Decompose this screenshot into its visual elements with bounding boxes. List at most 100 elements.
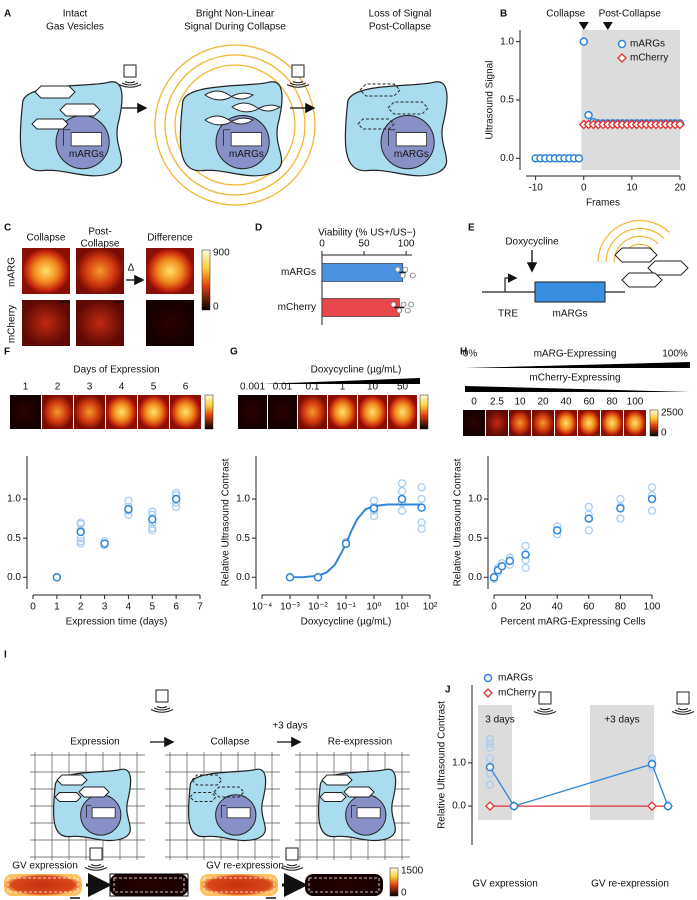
- heatmap-image: [170, 395, 201, 429]
- replicate-point: [647, 483, 657, 492]
- transducer-wave: [153, 707, 171, 711]
- x-tick-label: 10¹: [395, 602, 410, 613]
- annotation: 3 days: [485, 715, 514, 726]
- replicate-point: [417, 518, 426, 527]
- image-label: 10: [514, 397, 526, 408]
- colorbar-label: 900: [213, 248, 230, 259]
- y-axis-label: Relative Ultrasound Contrast: [437, 701, 448, 829]
- y-tick-label: 0.5: [500, 95, 514, 106]
- data-point: [76, 527, 85, 537]
- gene-label: mARGs: [553, 309, 588, 320]
- data-point: [584, 514, 594, 523]
- image-label: 80: [606, 397, 618, 408]
- x-axis-label: Frames: [586, 198, 620, 209]
- data-point: [485, 801, 495, 812]
- replicate-point: [171, 502, 181, 512]
- data-point: [485, 762, 495, 772]
- collapse-shading: [581, 30, 680, 170]
- x-tick-label: 100: [398, 239, 415, 250]
- gene-box: [70, 132, 102, 147]
- data-point: [341, 539, 351, 548]
- promoter-arrow: [504, 273, 518, 292]
- gas-vesicle: [189, 792, 217, 802]
- transducer-wave: [280, 867, 304, 871]
- heatmap-image: [555, 410, 577, 436]
- image-label: 1: [23, 382, 29, 393]
- panel-label: G: [230, 347, 238, 358]
- data-point: [100, 539, 109, 548]
- y-tick-label: 0.0: [468, 572, 482, 583]
- image-label: 0.1: [306, 382, 320, 393]
- image-label: 60: [583, 397, 595, 408]
- image-label: 2: [55, 382, 61, 393]
- data-point: [647, 494, 657, 504]
- heatmap-image: [509, 410, 531, 436]
- colorbar: [204, 394, 214, 430]
- replicate-point: [417, 494, 426, 504]
- column-label: Collapse: [27, 233, 66, 244]
- replicate-point: [76, 537, 85, 546]
- series-line: [489, 763, 669, 807]
- replicate-point: [397, 506, 407, 515]
- data-point: [579, 37, 588, 46]
- image-label: 0.001: [240, 382, 265, 393]
- image-label: 0: [471, 397, 477, 408]
- heatmap-image: [601, 410, 623, 436]
- heatmap-image: [146, 300, 194, 346]
- bar: [321, 298, 400, 317]
- column-label: Difference: [147, 233, 193, 244]
- gene-box: [230, 132, 262, 147]
- transducer-wave: [121, 82, 139, 86]
- heatmap-image: [200, 874, 278, 896]
- colorbar-label: 0: [213, 302, 219, 313]
- gas-vesicle: [191, 774, 223, 786]
- transducer-icon: [291, 64, 305, 78]
- x-tick-label: 10⁻²: [308, 602, 328, 613]
- step-title: Gas Vesicles: [46, 22, 104, 33]
- colorbar-label: 2500: [661, 408, 684, 419]
- transducer-wave: [286, 84, 310, 88]
- y-tick-label: 0.0: [7, 572, 21, 583]
- x-tick-label: 20: [674, 183, 686, 194]
- image-label: 1: [340, 382, 346, 393]
- gene-box: [395, 132, 428, 147]
- transducer-wave: [677, 708, 689, 711]
- legend-label: mCherry: [498, 688, 536, 699]
- transducer-wave: [118, 84, 142, 88]
- gene-box: [356, 807, 381, 819]
- heatmap-image: [624, 410, 646, 436]
- gas-vesicle: [78, 786, 110, 798]
- heatmap-image: [74, 395, 105, 429]
- gas-vesicle: [614, 247, 658, 263]
- data-point: [505, 556, 515, 566]
- signal-arc: [605, 227, 665, 263]
- heatmap-image: [22, 248, 70, 294]
- replicate-point: [521, 541, 530, 551]
- bar: [321, 263, 404, 282]
- promoter-arrow: [220, 805, 227, 818]
- heatmap-image: [328, 395, 357, 429]
- heatmap-image: [358, 395, 387, 429]
- x-tick-label: 0: [319, 239, 325, 250]
- x-tick-label: -10: [528, 183, 543, 194]
- heatmap-image: [106, 395, 137, 429]
- y-tick-label: 1.0: [500, 36, 514, 47]
- heatmap-image: [486, 410, 508, 436]
- replicate-point: [408, 301, 415, 308]
- heatmap-image: [463, 410, 485, 436]
- transducer-icon: [676, 691, 690, 705]
- gas-vesicle: [56, 774, 88, 786]
- data-point: [397, 494, 407, 504]
- event-marker: [578, 22, 589, 30]
- colorbar: [201, 249, 211, 311]
- legend-label: mARGs: [630, 39, 665, 50]
- legend-marker: [483, 673, 493, 683]
- step-title: Post-Collapse: [369, 22, 432, 33]
- replicate-point: [485, 780, 495, 789]
- heatmap-image: [298, 395, 327, 429]
- y-tick-label: 0.5: [236, 533, 250, 544]
- transducer-wave: [536, 709, 554, 713]
- gene-label: mARGs: [394, 149, 429, 160]
- data-point: [663, 801, 673, 811]
- data-point: [417, 503, 426, 512]
